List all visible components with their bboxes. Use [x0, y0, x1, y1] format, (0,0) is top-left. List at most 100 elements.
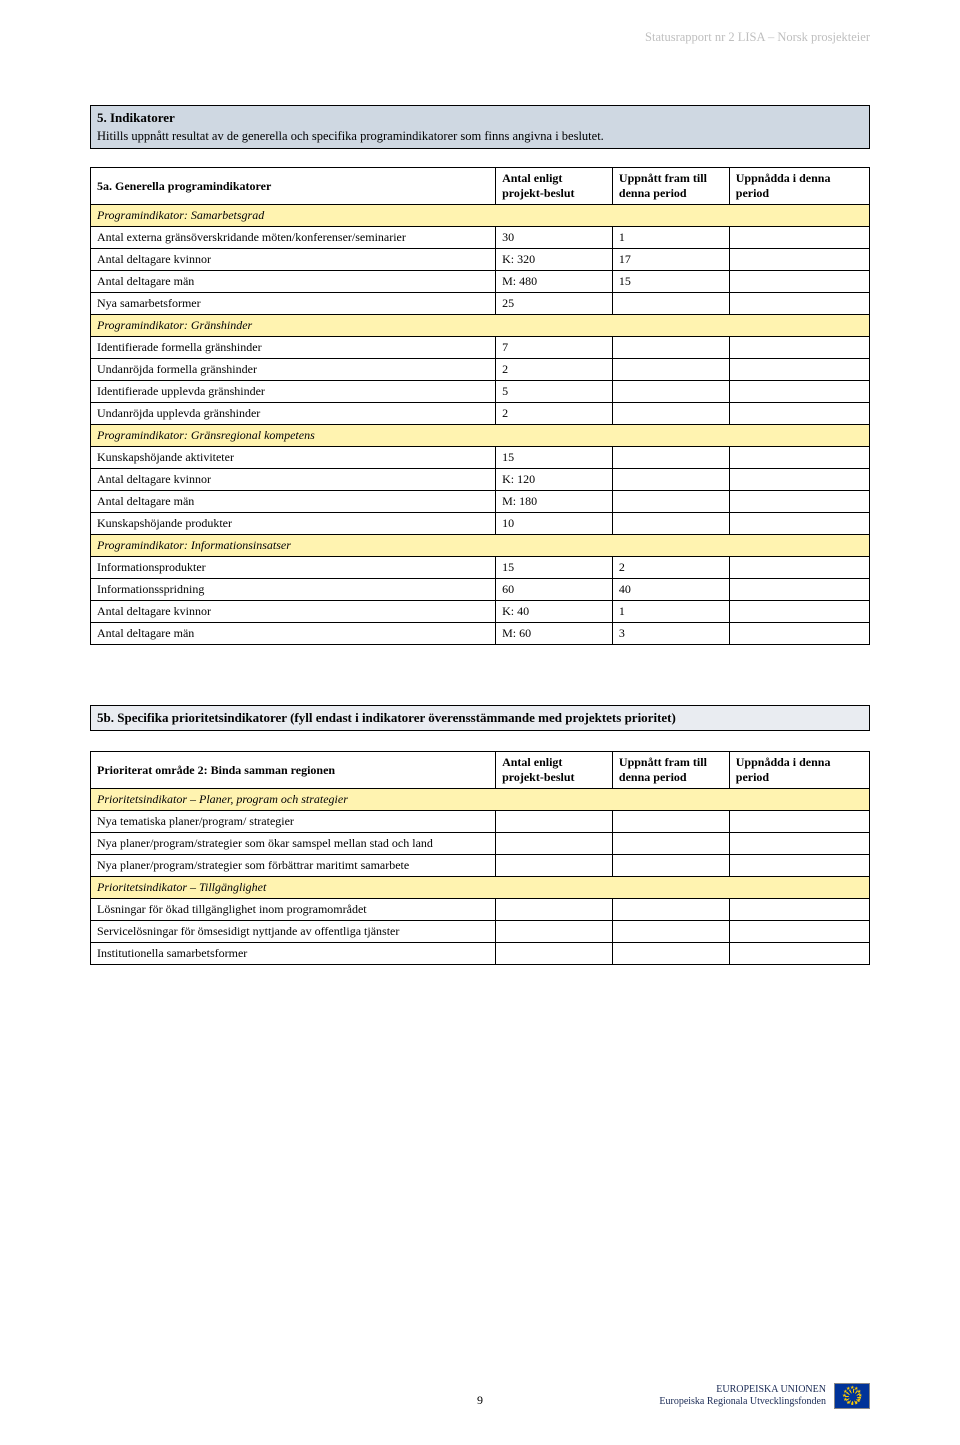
- cell: Antal deltagare kvinnor: [91, 249, 496, 271]
- cell: Antal deltagare män: [91, 271, 496, 293]
- subheader-cell: Programindikator: Informationsinsatser: [91, 535, 870, 557]
- cell: Lösningar för ökad tillgänglighet inom p…: [91, 899, 496, 921]
- table-row: Prioritetsindikator – Planer, program oc…: [91, 789, 870, 811]
- cell: 17: [612, 249, 729, 271]
- cell: [612, 899, 729, 921]
- cell: Antal deltagare kvinnor: [91, 469, 496, 491]
- table-row: Antal deltagare kvinnorK: 32017: [91, 249, 870, 271]
- table-5a-title: 5a. Generella programindikatorer: [91, 168, 496, 205]
- cell: 2: [496, 403, 613, 425]
- cell: K: 320: [496, 249, 613, 271]
- cell: [612, 811, 729, 833]
- table-row: Kunskapshöjande produkter10: [91, 513, 870, 535]
- table-row: Undanröjda formella gränshinder2: [91, 359, 870, 381]
- footer-text: EUROPEISKA UNIONEN Europeiska Regionala …: [659, 1384, 826, 1408]
- subheader-cell: Programindikator: Gränsregional kompeten…: [91, 425, 870, 447]
- subheader-cell: Programindikator: Samarbetsgrad: [91, 205, 870, 227]
- page-footer: 9 EUROPEISKA UNIONEN Europeiska Regional…: [90, 1383, 870, 1423]
- cell: [496, 811, 613, 833]
- cell: Antal deltagare män: [91, 491, 496, 513]
- cell: Kunskapshöjande aktiviteter: [91, 447, 496, 469]
- table-row: Undanröjda upplevda gränshinder2: [91, 403, 870, 425]
- cell: Nya samarbetsformer: [91, 293, 496, 315]
- cell: 15: [496, 557, 613, 579]
- cell: Identifierade formella gränshinder: [91, 337, 496, 359]
- cell: [612, 491, 729, 513]
- table-row: Antal externa gränsöverskridande möten/k…: [91, 227, 870, 249]
- table-row: Nya planer/program/strategier som ökar s…: [91, 833, 870, 855]
- cell: 60: [496, 579, 613, 601]
- table-row: Programindikator: Gränshinder: [91, 315, 870, 337]
- doc-header: Statusrapport nr 2 LISA – Norsk prosjekt…: [90, 30, 870, 45]
- col-header: Uppnådda i denna period: [729, 752, 869, 789]
- cell: K: 40: [496, 601, 613, 623]
- table-row: Programindikator: Informationsinsatser: [91, 535, 870, 557]
- table-row: Antal deltagare mänM: 180: [91, 491, 870, 513]
- cell: Identifierade upplevda gränshinder: [91, 381, 496, 403]
- cell: [729, 359, 869, 381]
- table-5b-title: Prioriterat område 2: Binda samman regio…: [91, 752, 496, 789]
- cell: [496, 921, 613, 943]
- cell: 10: [496, 513, 613, 535]
- table-row: Nya samarbetsformer25: [91, 293, 870, 315]
- cell: [612, 943, 729, 965]
- cell: 40: [612, 579, 729, 601]
- subheader-cell: Programindikator: Gränshinder: [91, 315, 870, 337]
- cell: [729, 469, 869, 491]
- cell: [729, 623, 869, 645]
- table-row: Antal deltagare mänM: 603: [91, 623, 870, 645]
- cell: [496, 855, 613, 877]
- table-row: Nya planer/program/strategier som förbät…: [91, 855, 870, 877]
- table-5b: Prioriterat område 2: Binda samman regio…: [90, 751, 870, 965]
- table-row: Antal deltagare kvinnorK: 401: [91, 601, 870, 623]
- cell: Nya planer/program/strategier som förbät…: [91, 855, 496, 877]
- cell: [729, 899, 869, 921]
- cell: Antal deltagare män: [91, 623, 496, 645]
- table-row: Nya tematiska planer/program/ strategier: [91, 811, 870, 833]
- cell: 30: [496, 227, 613, 249]
- cell: [612, 381, 729, 403]
- cell: [729, 381, 869, 403]
- cell: Servicelösningar för ömsesidigt nyttjand…: [91, 921, 496, 943]
- cell: [612, 513, 729, 535]
- cell: [729, 601, 869, 623]
- table-row: Antal deltagare mänM: 48015: [91, 271, 870, 293]
- cell: 1: [612, 227, 729, 249]
- cell: Antal deltagare kvinnor: [91, 601, 496, 623]
- cell: [729, 855, 869, 877]
- cell: [729, 811, 869, 833]
- cell: 3: [612, 623, 729, 645]
- cell: Antal externa gränsöverskridande möten/k…: [91, 227, 496, 249]
- cell: [729, 833, 869, 855]
- section-5-sub: Hitills uppnått resultat av de generella…: [97, 129, 604, 143]
- cell: [496, 833, 613, 855]
- cell: [496, 943, 613, 965]
- table-row: Programindikator: Samarbetsgrad: [91, 205, 870, 227]
- cell: [612, 293, 729, 315]
- eu-flag-icon: ★★★★★★★★★★★★: [834, 1383, 870, 1409]
- table-row: Informationsprodukter152: [91, 557, 870, 579]
- col-header: Antal enligt projekt-beslut: [496, 168, 613, 205]
- col-header: Antal enligt projekt-beslut: [496, 752, 613, 789]
- subheader-cell: Prioritetsindikator – Planer, program oc…: [91, 789, 870, 811]
- cell: [612, 833, 729, 855]
- cell: [729, 943, 869, 965]
- cell: 7: [496, 337, 613, 359]
- cell: [729, 271, 869, 293]
- cell: Nya planer/program/strategier som ökar s…: [91, 833, 496, 855]
- table-row: Lösningar för ökad tillgänglighet inom p…: [91, 899, 870, 921]
- col-header: Uppnått fram till denna period: [612, 752, 729, 789]
- cell: 15: [612, 271, 729, 293]
- cell: [729, 513, 869, 535]
- cell: Informationsspridning: [91, 579, 496, 601]
- cell: [729, 557, 869, 579]
- cell: 2: [612, 557, 729, 579]
- subheader-cell: Prioritetsindikator – Tillgänglighet: [91, 877, 870, 899]
- cell: 25: [496, 293, 613, 315]
- cell: 1: [612, 601, 729, 623]
- section-5b-box: 5b. Specifika prioritetsindikatorer (fyl…: [90, 705, 870, 731]
- cell: [612, 855, 729, 877]
- cell: 15: [496, 447, 613, 469]
- section-5-box: 5. Indikatorer Hitills uppnått resultat …: [90, 105, 870, 149]
- table-row: Programindikator: Gränsregional kompeten…: [91, 425, 870, 447]
